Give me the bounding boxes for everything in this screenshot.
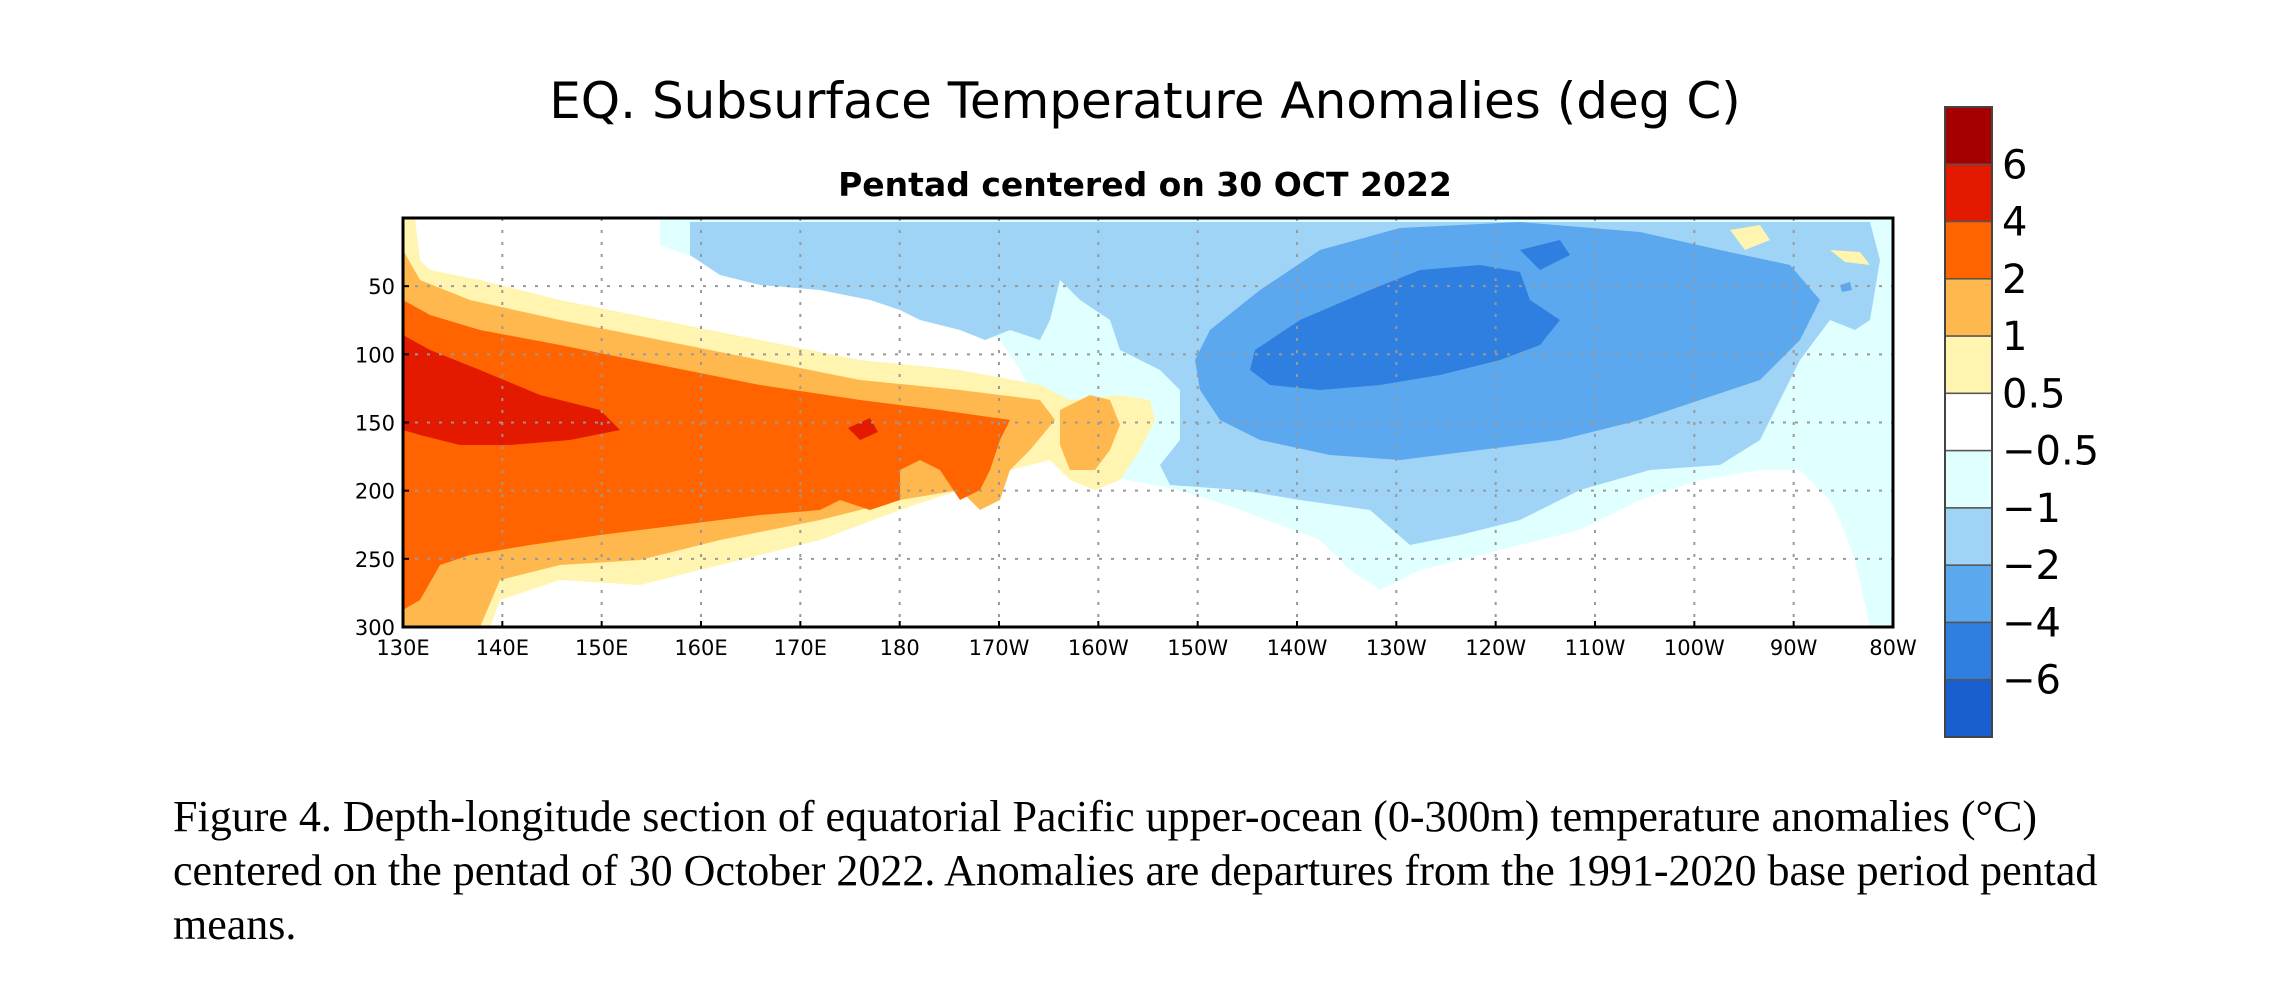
colorbar-label: 6 (2002, 142, 2027, 188)
x-tick-label: 110W (1565, 636, 1626, 660)
x-tick-label: 140E (476, 636, 529, 660)
x-tick-label: 170W (969, 636, 1030, 660)
colorbar-label: 4 (2002, 200, 2027, 246)
region-cool-4b (1520, 240, 1570, 270)
colorbar-swatch (1944, 678, 1993, 738)
colorbar-swatch (1944, 278, 1993, 337)
colorbar-label: 1 (2002, 314, 2027, 360)
colorbar-label: −0.5 (2002, 429, 2099, 475)
x-tick-label: 160W (1068, 636, 1129, 660)
colorbar-frame (1944, 106, 1993, 738)
x-axis: 130E 140E 150E 160E 170E 180 170W 160W 150W 140W 1… (376, 621, 1917, 660)
colorbar-label: 2 (2002, 257, 2027, 303)
colorbar-swatch (1944, 507, 1993, 566)
x-tick-label: 180 (880, 636, 920, 660)
colorbar-label: −6 (2002, 658, 2061, 704)
colorbar-swatch (1944, 220, 1993, 280)
x-tick-label: 140W (1267, 636, 1328, 660)
x-tick-label: 130E (376, 636, 429, 660)
colorbar-label: −1 (2002, 486, 2061, 532)
region-warm-1b (1060, 395, 1120, 470)
region-warm-4b (848, 418, 878, 440)
colorbar-swatch (1944, 564, 1993, 624)
x-tick-label: 160E (674, 636, 727, 660)
colorbar-swatch (1944, 163, 1993, 223)
x-tick-label: 150W (1167, 636, 1228, 660)
colorbar-swatch (1944, 621, 1993, 681)
colorbar-label: −2 (2002, 543, 2061, 589)
colorbar-label: 0.5 (2002, 371, 2066, 417)
x-tick-label: 80W (1869, 636, 1917, 660)
plot-area (403, 218, 1893, 627)
colorbar-swatch (1944, 335, 1993, 395)
chart-subtitle: Pentad centered on 30 OCT 2022 (838, 165, 1452, 204)
x-tick-label: 120W (1465, 636, 1526, 660)
x-tick-label: 170E (774, 636, 827, 660)
x-tick-label: 150E (575, 636, 628, 660)
y-tick-label: 100 (355, 343, 395, 367)
region-cool-4 (1250, 265, 1560, 390)
figure-caption: Figure 4. Depth-longitude section of equ… (173, 792, 2098, 949)
region-warm-4 (403, 335, 620, 445)
y-axis: 50 100 150 200 250 300 (355, 275, 409, 640)
y-tick-label: 200 (355, 480, 395, 504)
chart-title: EQ. Subsurface Temperature Anomalies (de… (549, 72, 1741, 130)
colorbar-swatch (1944, 106, 1993, 166)
y-tick-label: 150 (355, 412, 395, 436)
colorbar-label: −4 (2002, 600, 2061, 646)
x-tick-label: 90W (1770, 636, 1818, 660)
y-tick-label: 250 (355, 548, 395, 572)
colorbar-swatch (1944, 392, 1993, 452)
y-tick-label: 50 (368, 275, 395, 299)
x-tick-label: 100W (1664, 636, 1725, 660)
gridlines (403, 218, 1893, 627)
y-tick-label: 300 (355, 616, 395, 640)
colorbar: 6 4 2 1 0.5 −0.5 −1 −2 −4 −6 (1944, 106, 2099, 738)
region-warm-east-a (1730, 225, 1770, 250)
x-tick-label: 130W (1366, 636, 1427, 660)
region-warm-east-b (1830, 250, 1870, 265)
region-warm-2 (403, 300, 1010, 610)
colorbar-swatch (1944, 449, 1993, 509)
